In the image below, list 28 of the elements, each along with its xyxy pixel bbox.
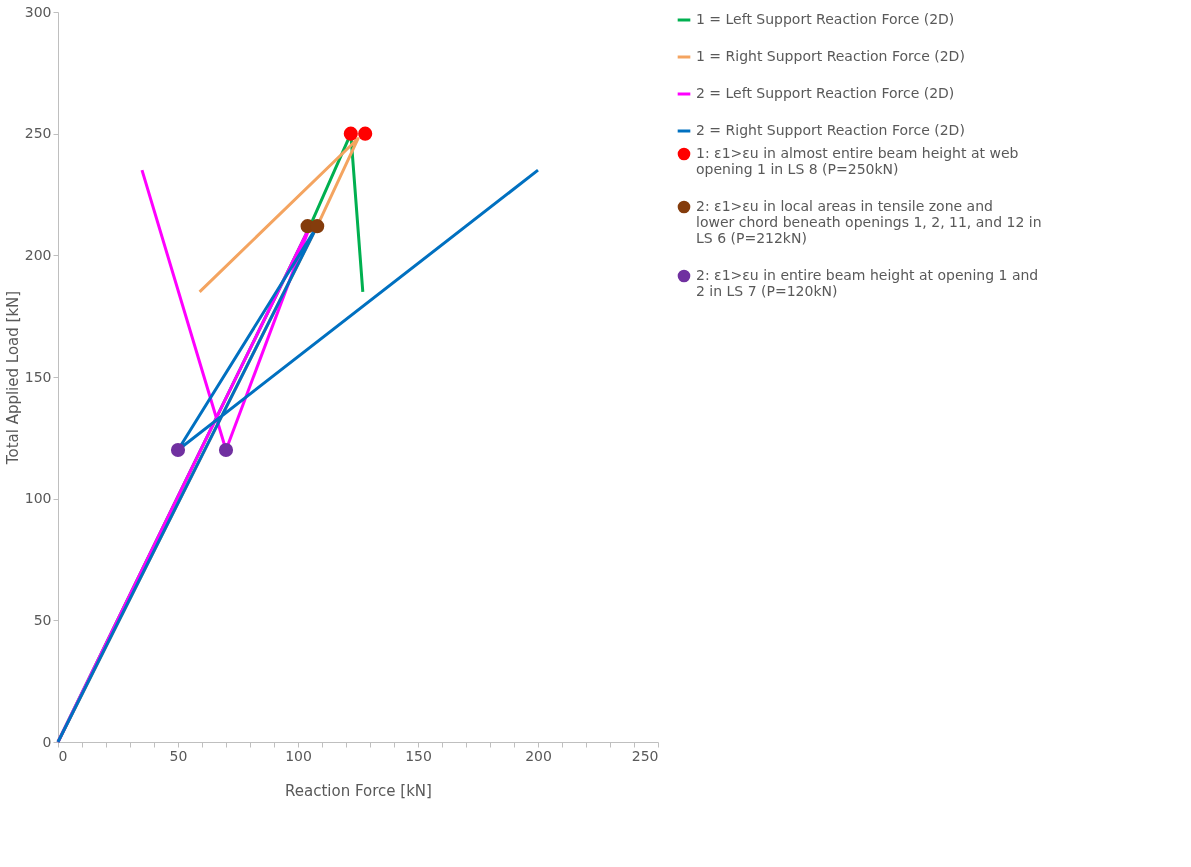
point xyxy=(358,126,373,141)
y-tick-label: 200 xyxy=(24,246,52,263)
x-tick-label: 0 xyxy=(58,747,68,764)
point xyxy=(170,442,186,458)
x-tick-label: 250 xyxy=(631,747,659,764)
legend-label: 2 = Right Support Reaction Force (2D) xyxy=(696,122,965,138)
legend-label: 2 = Left Support Reaction Force (2D) xyxy=(696,85,955,101)
y-tick-label: 100 xyxy=(24,490,52,507)
y-tick-label: 50 xyxy=(33,611,52,628)
x-tick-label: 150 xyxy=(405,747,432,764)
x-axis-title: Reaction Force [kN] xyxy=(285,781,432,800)
y-tick-label: 300 xyxy=(24,3,52,20)
x-tick-label: 100 xyxy=(285,747,312,764)
x-tick-label: 50 xyxy=(169,747,188,764)
y-axis-title: Total Applied Load [kN] xyxy=(3,290,22,466)
y-tick-label: 250 xyxy=(24,125,52,142)
legend-label: 1: ε1>εu in almost entire beam height at web opening 1 in LS 8 (P=250kN) xyxy=(696,145,1019,177)
point xyxy=(218,442,234,458)
legend-label: 1 = Left Support Reaction Force (2D) xyxy=(696,11,955,27)
line-series xyxy=(56,168,540,744)
point xyxy=(343,126,358,141)
legend-label: 2: ε1>εu in entire beam height at opening 1 and 2 in LS 7 (P=120kN) xyxy=(696,267,1039,299)
y-tick-label: 0 xyxy=(42,733,52,750)
x-tick-label: 200 xyxy=(525,747,552,764)
legend-label: 1 = Right Support Reaction Force (2D) xyxy=(696,48,965,64)
point xyxy=(310,219,325,234)
legend-label: 2: ε1>εu in local areas in tensile zone and lower chord beneath openings 1, 2, 11, and 12 in LS 6 (P=212kN) xyxy=(696,198,1042,246)
y-tick-label: 150 xyxy=(24,368,52,385)
